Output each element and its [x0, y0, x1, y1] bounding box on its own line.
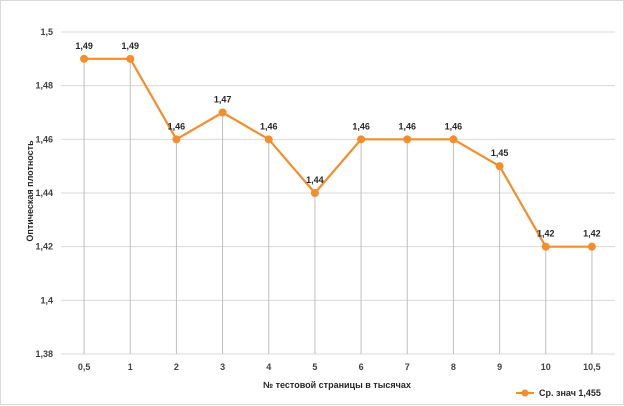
drop-lines: [83, 58, 593, 354]
data-point: [264, 135, 273, 144]
data-label: 1,46: [260, 121, 278, 131]
x-tick-label: 6: [359, 362, 364, 372]
data-label: 1,47: [214, 95, 232, 105]
data-label: 1,46: [445, 121, 463, 131]
y-tick-label: 1,44: [35, 188, 53, 198]
data-point: [587, 242, 596, 251]
x-tick-label: 9: [497, 362, 502, 372]
y-tick-label: 1,48: [35, 81, 53, 91]
x-tick-label: 2: [174, 362, 179, 372]
data-label: 1,49: [75, 41, 93, 51]
data-label: 1,42: [583, 229, 601, 239]
legend-label: Ср. знач 1,455: [539, 388, 601, 398]
x-tick-label: 3: [220, 362, 225, 372]
data-point: [310, 189, 319, 197]
data-label: 1,42: [537, 229, 555, 239]
x-axis-ticks: 0,5 1 2 3 4 5 6 7 8 9 10 10,5: [78, 362, 601, 372]
y-tick-label: 1,38: [35, 349, 53, 359]
legend: Ср. знач 1,455: [516, 388, 601, 398]
x-tick-label: 5: [312, 362, 317, 372]
data-point: [126, 54, 135, 63]
y-tick-label: 1,4: [40, 295, 53, 305]
x-tick-label: 10: [541, 362, 551, 372]
data-point: [80, 54, 89, 63]
x-tick-label: 7: [405, 362, 410, 372]
y-axis-title: Оптическая плотность: [25, 140, 35, 242]
data-point: [357, 135, 366, 144]
data-point: [449, 135, 458, 144]
data-label: 1,49: [121, 41, 139, 51]
data-point: [403, 135, 412, 144]
data-point: [541, 242, 550, 251]
data-point: [172, 135, 181, 144]
y-axis-ticks: 1,38 1,4 1,42 1,44 1,46 1,48 1,5: [35, 27, 53, 359]
series-line: [84, 57, 592, 248]
x-tick-label: 4: [266, 362, 271, 372]
y-tick-label: 1,42: [35, 242, 53, 252]
data-point: [495, 162, 504, 171]
data-label: 1,46: [168, 121, 186, 131]
x-tick-label: 10,5: [583, 362, 601, 372]
x-tick-label: 0,5: [78, 362, 91, 372]
y-tick-label: 1,5: [40, 27, 53, 37]
legend-marker-swatch: [521, 389, 529, 397]
data-point: [218, 108, 227, 117]
gridlines: [61, 31, 615, 355]
data-label: 1,44: [306, 175, 324, 185]
x-tick-label: 8: [451, 362, 456, 372]
series-layer: [80, 54, 596, 251]
data-label: 1,46: [352, 121, 370, 131]
x-axis-title: № тестовой страницы в тысячах: [263, 380, 411, 390]
data-label: 1,45: [491, 148, 509, 158]
x-tick-label: 1: [128, 362, 133, 372]
data-label: 1,46: [398, 121, 416, 131]
data-labels: 1,49 1,49 1,46 1,47 1,46 1,44 1,46 1,46 1,46 1,45…: [75, 41, 600, 239]
y-tick-label: 1,46: [35, 134, 53, 144]
